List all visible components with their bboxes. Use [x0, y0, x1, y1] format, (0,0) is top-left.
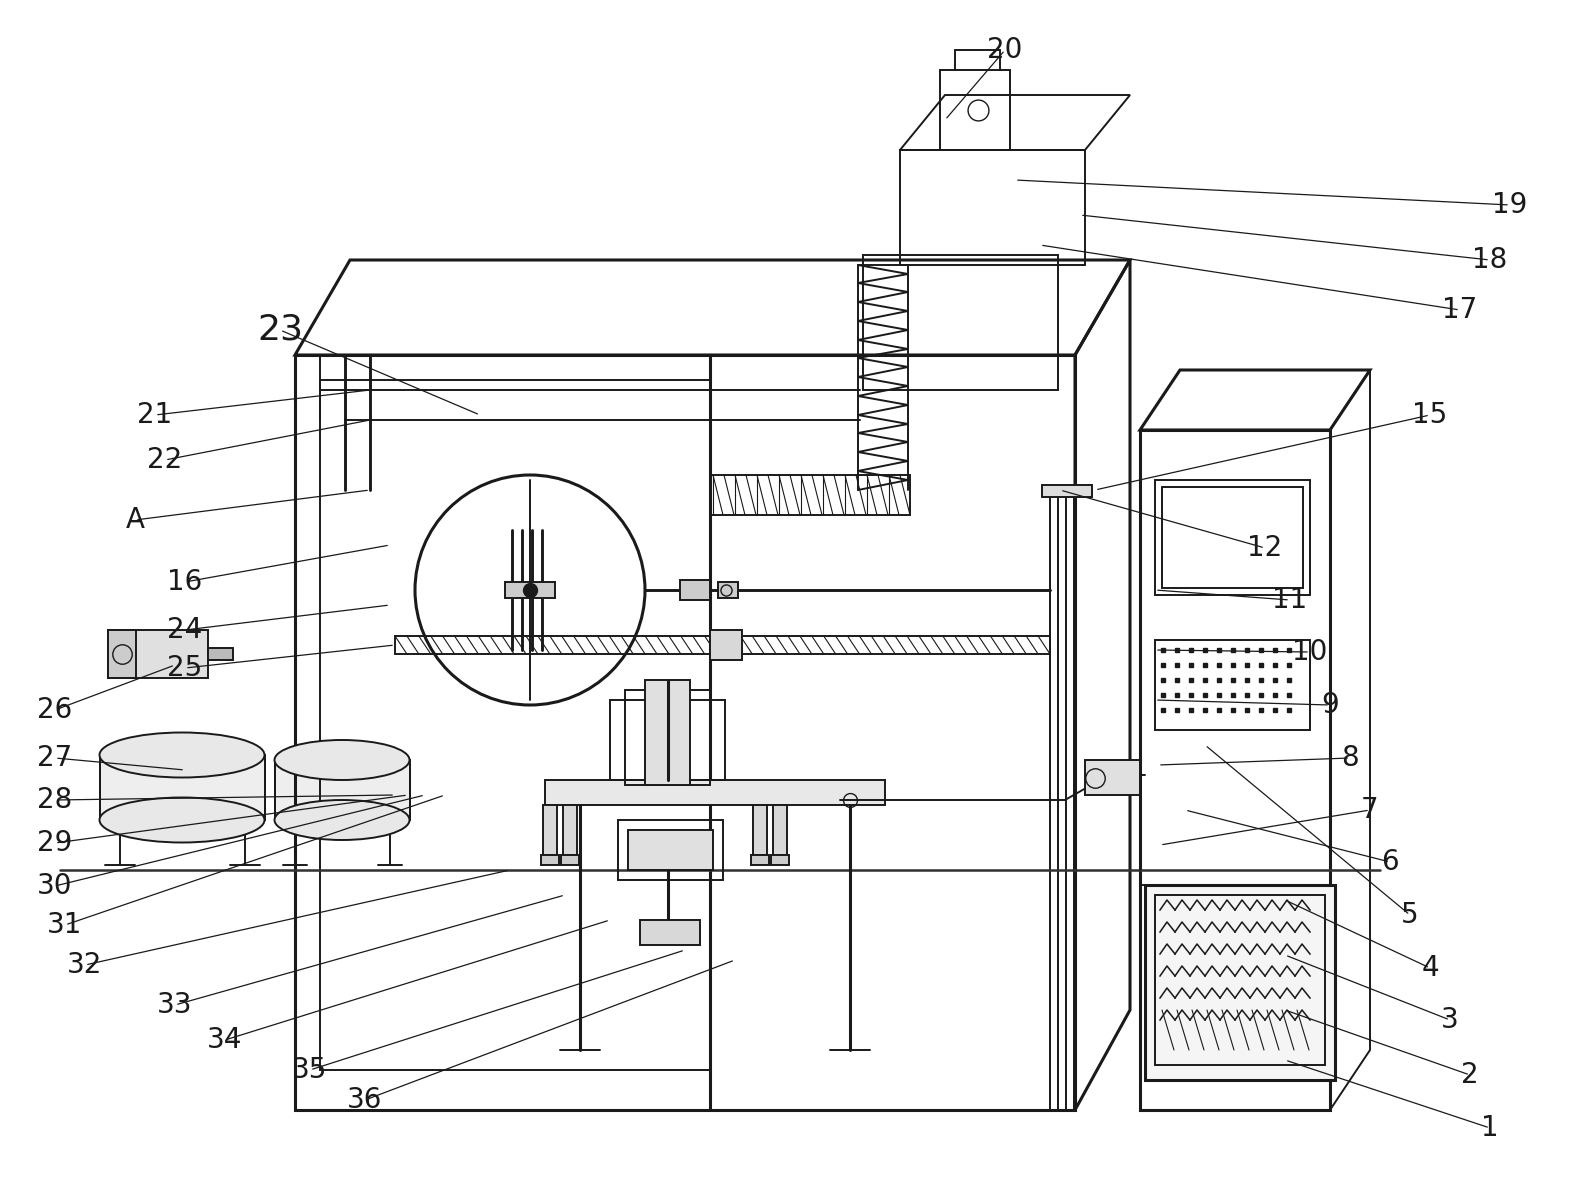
- Bar: [100, 755, 264, 820]
- Bar: [771, 855, 788, 865]
- Bar: [940, 70, 1010, 150]
- Text: 32: 32: [68, 951, 103, 979]
- Bar: [681, 580, 711, 600]
- Text: 6: 6: [1382, 848, 1399, 876]
- Text: 26: 26: [38, 696, 73, 724]
- Text: 23: 23: [256, 313, 302, 347]
- Bar: [108, 630, 207, 678]
- Bar: [545, 780, 885, 805]
- Ellipse shape: [274, 801, 410, 840]
- Text: 3: 3: [1441, 1006, 1460, 1034]
- Text: 4: 4: [1422, 954, 1439, 982]
- Text: 12: 12: [1247, 534, 1282, 562]
- Bar: [625, 690, 711, 785]
- Bar: [609, 700, 725, 780]
- Text: 10: 10: [1292, 638, 1328, 666]
- Text: 19: 19: [1493, 191, 1528, 220]
- Bar: [1156, 480, 1311, 595]
- Text: 31: 31: [47, 911, 82, 939]
- Text: 24: 24: [168, 616, 203, 644]
- Bar: [901, 150, 1084, 265]
- Text: 30: 30: [38, 872, 73, 900]
- Bar: [644, 680, 690, 785]
- Bar: [754, 805, 768, 855]
- Text: A: A: [125, 506, 144, 534]
- Text: 5: 5: [1401, 901, 1418, 929]
- Ellipse shape: [274, 740, 410, 780]
- Text: 16: 16: [168, 568, 203, 596]
- Bar: [108, 630, 136, 678]
- Text: 2: 2: [1461, 1061, 1479, 1089]
- Bar: [711, 475, 910, 515]
- Bar: [320, 381, 711, 1070]
- Text: 28: 28: [38, 786, 73, 814]
- Bar: [1156, 895, 1325, 1065]
- Bar: [750, 855, 769, 865]
- Text: 9: 9: [1322, 691, 1339, 719]
- Bar: [275, 760, 410, 820]
- Bar: [560, 855, 579, 865]
- Text: 21: 21: [138, 401, 173, 429]
- Bar: [719, 582, 738, 598]
- Bar: [1084, 760, 1140, 795]
- Bar: [1145, 885, 1334, 1080]
- Text: 36: 36: [347, 1086, 383, 1114]
- Text: 15: 15: [1412, 401, 1447, 429]
- Bar: [505, 582, 556, 598]
- Text: 35: 35: [293, 1056, 328, 1084]
- Text: 17: 17: [1442, 296, 1477, 324]
- Text: 8: 8: [1341, 744, 1358, 772]
- Bar: [711, 630, 742, 660]
- Ellipse shape: [100, 733, 264, 778]
- Text: 33: 33: [157, 991, 193, 1019]
- Bar: [628, 830, 712, 870]
- Bar: [1162, 487, 1303, 588]
- Text: 20: 20: [988, 36, 1023, 64]
- Text: 1: 1: [1482, 1114, 1499, 1142]
- Bar: [541, 855, 559, 865]
- Bar: [617, 820, 723, 880]
- Text: 27: 27: [38, 744, 73, 772]
- Bar: [1042, 486, 1092, 497]
- Bar: [543, 805, 557, 855]
- Text: 7: 7: [1361, 796, 1379, 824]
- Ellipse shape: [100, 797, 264, 842]
- Bar: [1156, 639, 1311, 730]
- Text: 18: 18: [1472, 246, 1507, 274]
- Bar: [1140, 429, 1330, 1109]
- Text: 25: 25: [168, 654, 203, 682]
- Text: 34: 34: [207, 1026, 242, 1053]
- Bar: [773, 805, 787, 855]
- Bar: [294, 356, 1075, 1109]
- Bar: [640, 920, 700, 945]
- Bar: [564, 805, 576, 855]
- Text: 29: 29: [38, 829, 73, 857]
- Bar: [207, 648, 233, 660]
- Text: 11: 11: [1273, 586, 1308, 614]
- Text: 22: 22: [147, 446, 182, 474]
- Bar: [863, 255, 1057, 390]
